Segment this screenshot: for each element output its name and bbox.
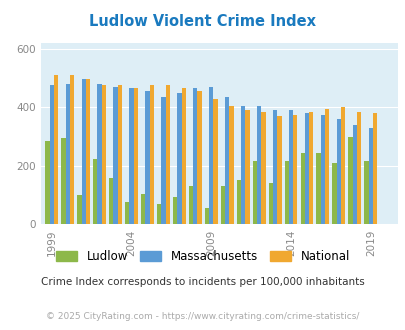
Bar (193, 88, 197, 224)
Bar (363, 161, 368, 224)
Bar (277, 116, 281, 224)
Bar (336, 119, 340, 224)
Bar (85, 80, 90, 224)
Bar (54, 75, 58, 224)
Bar (125, 202, 129, 224)
Bar (213, 99, 217, 224)
Bar (304, 113, 308, 224)
Legend: Ludlow, Massachusetts, National: Ludlow, Massachusetts, National (51, 245, 354, 268)
Bar (220, 186, 224, 224)
Bar (241, 106, 245, 224)
Bar (292, 115, 297, 224)
Bar (197, 91, 201, 224)
Bar (229, 106, 233, 224)
Bar (252, 161, 256, 224)
Bar (65, 84, 70, 224)
Bar (97, 84, 102, 224)
Text: Ludlow Violent Crime Index: Ludlow Violent Crime Index (89, 14, 316, 29)
Bar (93, 158, 97, 224)
Text: © 2025 CityRating.com - https://www.cityrating.com/crime-statistics/: © 2025 CityRating.com - https://www.city… (46, 312, 359, 321)
Bar (70, 75, 74, 224)
Bar (272, 110, 277, 224)
Bar (368, 128, 372, 224)
Bar (268, 183, 272, 224)
Bar (157, 204, 161, 224)
Bar (173, 197, 177, 224)
Bar (332, 163, 336, 224)
Bar (113, 87, 117, 224)
Bar (181, 88, 185, 224)
Bar (324, 109, 328, 224)
Bar (352, 125, 356, 224)
Bar (261, 112, 265, 224)
Bar (284, 161, 288, 224)
Bar (165, 85, 169, 224)
Bar (204, 208, 209, 224)
Bar (340, 107, 345, 224)
Bar (256, 106, 261, 224)
Bar (133, 88, 138, 224)
Bar (129, 88, 133, 224)
Bar (308, 112, 313, 224)
Bar (161, 97, 165, 224)
Bar (224, 97, 229, 224)
Bar (300, 153, 304, 224)
Text: Crime Index corresponds to incidents per 100,000 inhabitants: Crime Index corresponds to incidents per… (41, 277, 364, 287)
Bar (288, 110, 292, 224)
Bar (236, 181, 241, 224)
Bar (117, 85, 122, 224)
Bar (49, 85, 54, 224)
Bar (141, 194, 145, 224)
Bar (81, 80, 85, 224)
Bar (149, 85, 153, 224)
Bar (102, 85, 106, 224)
Bar (188, 186, 193, 224)
Bar (245, 110, 249, 224)
Bar (45, 141, 49, 224)
Bar (372, 113, 376, 224)
Bar (356, 112, 360, 224)
Bar (320, 115, 324, 224)
Bar (177, 93, 181, 224)
Bar (77, 195, 81, 224)
Bar (145, 91, 149, 224)
Bar (109, 178, 113, 224)
Bar (61, 138, 65, 224)
Bar (209, 87, 213, 224)
Bar (347, 137, 352, 224)
Bar (315, 153, 320, 224)
